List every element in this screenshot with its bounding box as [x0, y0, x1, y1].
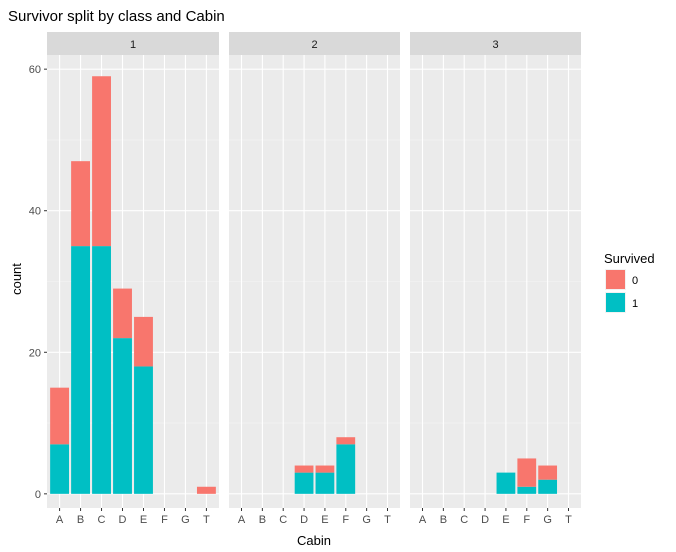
bar-survived-1-D	[113, 338, 132, 494]
facet-strip	[47, 32, 219, 55]
bar-survived-1-B	[71, 246, 90, 494]
y-axis: 0 20 40 60	[29, 64, 47, 501]
y-tick-label: 0	[35, 489, 41, 501]
bar-survived-0-B	[71, 161, 90, 247]
facet-strip	[229, 32, 400, 55]
x-tick-label: D	[300, 514, 308, 526]
chart-title: Survivor split by class and Cabin	[8, 8, 225, 25]
x-tick-label: C	[98, 514, 106, 526]
facet-strip-label: 3	[492, 39, 498, 51]
bar-survived-0-D	[113, 288, 132, 339]
bar-survived-1-D	[294, 472, 314, 494]
y-tick-label: 40	[29, 206, 41, 218]
bar-survived-0-A	[50, 387, 70, 445]
x-axis-label: Cabin	[297, 533, 331, 548]
x-tick-label: T	[565, 514, 572, 526]
x-tick-label: E	[502, 514, 509, 526]
x-tick-label: E	[321, 514, 328, 526]
legend-key-1	[606, 293, 625, 312]
legend: Survived 0 1	[604, 251, 655, 313]
facet-panels: 1 A B C D E F G T 2 A B C D E F G T 3 A B C D E F G T	[47, 32, 581, 526]
legend-key-0	[606, 270, 625, 289]
x-tick-label: F	[342, 514, 349, 526]
x-tick-label: G	[181, 514, 190, 526]
x-tick-label: G	[543, 514, 552, 526]
x-tick-label: A	[56, 514, 64, 526]
bar-survived-0-T	[196, 486, 216, 494]
x-tick-label: E	[140, 514, 147, 526]
x-tick-label: F	[523, 514, 530, 526]
x-tick-label: G	[362, 514, 371, 526]
bar-survived-1-E	[134, 366, 153, 494]
x-tick-label: B	[259, 514, 266, 526]
facet-panel-3: 3 A B C D E F G T	[410, 32, 581, 526]
x-tick-label: T	[203, 514, 210, 526]
bar-survived-1-C	[92, 246, 111, 494]
facet-panel-1: 1 A B C D E F G T	[47, 32, 219, 526]
x-tick-label: D	[119, 514, 127, 526]
facet-strip-label: 1	[130, 39, 136, 51]
x-tick-label: B	[440, 514, 447, 526]
bar-survived-1-E	[496, 472, 516, 494]
bar-survived-0-F	[517, 458, 537, 487]
bar-survived-0-D	[294, 465, 314, 473]
y-tick-label: 20	[29, 347, 41, 359]
bar-survived-0-G	[538, 465, 558, 480]
x-tick-label: F	[161, 514, 168, 526]
x-tick-label: C	[279, 514, 287, 526]
bar-survived-1-G	[538, 479, 558, 494]
x-tick-label: C	[460, 514, 468, 526]
legend-label-0: 0	[632, 275, 638, 287]
legend-title: Survived	[604, 251, 655, 266]
bar-survived-1-A	[50, 444, 70, 494]
x-tick-label: D	[481, 514, 489, 526]
x-tick-label: A	[419, 514, 427, 526]
x-tick-label: A	[238, 514, 246, 526]
y-tick-label: 60	[29, 64, 41, 76]
bar-survived-0-F	[336, 437, 356, 445]
bar-survived-1-E	[315, 472, 335, 494]
facet-strip-label: 2	[311, 39, 317, 51]
bar-survived-0-E	[315, 465, 335, 473]
x-tick-label: B	[77, 514, 84, 526]
bar-survived-0-C	[92, 76, 111, 247]
facet-panel-2: 2 A B C D E F G T	[229, 32, 400, 526]
x-tick-label: T	[384, 514, 391, 526]
bar-survived-1-F	[336, 444, 356, 494]
y-axis-label: count	[9, 263, 24, 295]
bar-survived-0-E	[134, 316, 153, 367]
facet-strip	[410, 32, 581, 55]
legend-label-1: 1	[632, 298, 638, 310]
bar-survived-1-F	[517, 486, 537, 494]
